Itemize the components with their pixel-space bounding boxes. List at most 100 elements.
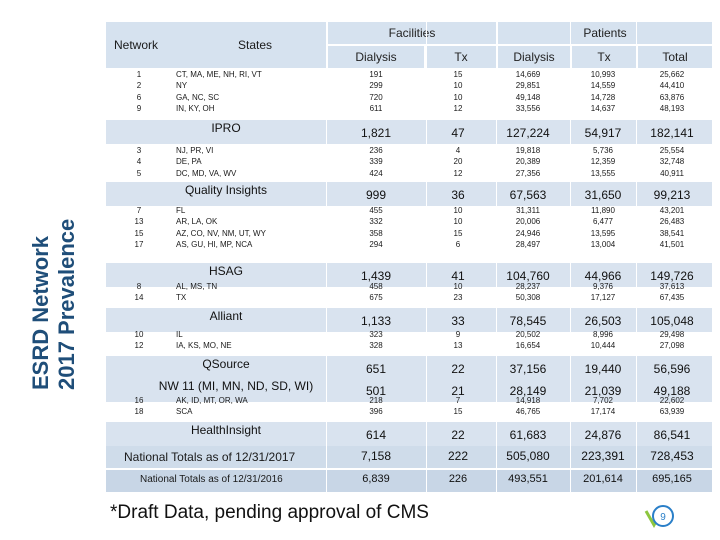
group-name: Quality Insights xyxy=(184,183,268,197)
cell-fd: 294 xyxy=(369,239,383,249)
network-states: TX xyxy=(176,293,187,303)
cell-ft: 6 xyxy=(455,239,461,249)
group-name: HealthInsight xyxy=(190,423,262,437)
cell-ft: 7 xyxy=(455,396,461,405)
header-facilities: Facilities xyxy=(328,22,496,44)
group-total-ft: 41 xyxy=(451,269,465,283)
group-total-pd: 37,156 xyxy=(509,362,547,376)
cell-pt: 6,477 xyxy=(592,217,614,227)
national-2017-tot: 728,453 xyxy=(650,449,694,463)
cell-tot: 40,911 xyxy=(660,168,684,178)
group-band xyxy=(106,422,712,446)
group-total-ft: 36 xyxy=(451,188,465,202)
group-total-tot: 182,141 xyxy=(650,126,694,140)
network-states: DE, PA xyxy=(176,157,202,167)
side-title-line1: ESRD Network xyxy=(28,235,53,390)
group-total-tot: 105,048 xyxy=(650,314,694,328)
cell-pt: 14,728 xyxy=(590,92,616,102)
cell-tot: 38,541 xyxy=(659,228,685,238)
header-tx: Tx xyxy=(426,46,496,68)
cell-fd: 299 xyxy=(369,81,383,91)
network-number: 4 xyxy=(136,157,142,167)
cell-tot: 67,435 xyxy=(659,293,685,303)
network-states: NY xyxy=(176,81,188,91)
national-2017-pd: 505,080 xyxy=(506,449,550,463)
group-band xyxy=(106,263,712,287)
network-states: CT, MA, ME, NH, RI, VT xyxy=(176,70,262,79)
cell-tot: 63,876 xyxy=(659,92,685,102)
cell-ft: 15 xyxy=(453,70,463,79)
header-network: Network xyxy=(114,38,159,52)
group-total-fd: 1,133 xyxy=(360,314,392,328)
network-states: DC, MD, VA, WV xyxy=(176,168,237,178)
cell-ft: 10 xyxy=(453,282,463,291)
cell-ft: 10 xyxy=(453,81,463,91)
cell-fd: 611 xyxy=(369,103,383,113)
cell-ft: 10 xyxy=(453,217,463,227)
cell-pd: 24,946 xyxy=(515,228,541,238)
cell-tot: 41,501 xyxy=(659,239,685,249)
cell-pd: 49,148 xyxy=(515,92,541,102)
group-band xyxy=(106,356,712,380)
cell-pt: 17,127 xyxy=(590,293,616,303)
group-name: QSource xyxy=(202,357,250,371)
cell-pt: 12,359 xyxy=(590,157,616,167)
group-name: IPRO xyxy=(211,121,241,135)
group-name: HSAG xyxy=(208,264,243,278)
cell-pt: 14,637 xyxy=(590,103,616,113)
cell-pd: 31,311 xyxy=(516,206,540,215)
cell-tot: 43,201 xyxy=(659,206,685,215)
cell-pd: 46,765 xyxy=(515,407,541,417)
cell-ft: 4 xyxy=(455,146,461,155)
cell-tot: 48,193 xyxy=(659,103,685,113)
network-number: 12 xyxy=(134,341,144,351)
cell-fd: 675 xyxy=(369,293,383,303)
national-2016-pd: 493,551 xyxy=(508,473,548,485)
cell-pt: 14,559 xyxy=(590,81,616,91)
cell-pt: 13,555 xyxy=(590,168,616,178)
cell-tot: 29,498 xyxy=(659,330,685,339)
header-dialysis: Dialysis xyxy=(328,46,424,68)
network-states: AZ, CO, NV, NM, UT, WY xyxy=(176,228,266,238)
group-total-pd: 61,683 xyxy=(509,428,547,442)
cell-ft: 10 xyxy=(453,206,463,215)
network-states: SCA xyxy=(176,407,193,417)
national-2017-fd: 7,158 xyxy=(360,449,392,463)
network-number: 14 xyxy=(134,293,144,303)
cell-fd: 218 xyxy=(369,396,383,405)
group-total-pd: 78,545 xyxy=(509,314,547,328)
group-total-pd: 67,563 xyxy=(509,188,547,202)
national-2016-tot: 695,165 xyxy=(652,473,692,485)
cell-tot: 22,602 xyxy=(659,396,685,405)
cell-pd: 20,006 xyxy=(515,217,541,227)
cell-ft: 20 xyxy=(453,157,463,167)
group-total-ft: 22 xyxy=(451,362,465,376)
network-number: 2 xyxy=(136,81,142,91)
side-title-line2: 2017 Prevalence xyxy=(54,219,79,390)
side-title-graphic: ESRD Network 2017 Prevalence xyxy=(28,219,79,390)
cell-pd: 16,654 xyxy=(515,341,541,351)
national-2016-ft: 226 xyxy=(448,473,468,485)
cell-pt: 9,376 xyxy=(592,282,614,291)
national-2016-label: National Totals as of 12/31/2016 xyxy=(140,474,283,485)
network-number: 3 xyxy=(136,146,142,155)
network-states: IN, KY, OH xyxy=(176,103,215,113)
cell-pd: 33,556 xyxy=(515,103,541,113)
cell-fd: 339 xyxy=(369,157,383,167)
network-states: AL, MS, TN xyxy=(176,282,218,291)
group-total-ft: 22 xyxy=(451,428,465,442)
cell-pd: 20,502 xyxy=(515,330,541,339)
column-divider xyxy=(496,22,497,492)
cell-pd: 14,669 xyxy=(515,70,541,79)
page-number: 9 xyxy=(660,512,666,523)
network-states: GA, NC, SC xyxy=(176,92,220,102)
network-number: 9 xyxy=(136,103,142,113)
cell-ft: 15 xyxy=(453,228,463,238)
group-total-ft: 21 xyxy=(451,384,465,398)
group-total-pd: 104,760 xyxy=(506,269,550,283)
cell-fd: 424 xyxy=(369,168,383,178)
national-2017-label: National Totals as of 12/31/2017 xyxy=(124,450,296,464)
cell-ft: 13 xyxy=(453,341,463,351)
cell-pt: 11,890 xyxy=(591,206,615,215)
network-number: 17 xyxy=(134,239,144,249)
